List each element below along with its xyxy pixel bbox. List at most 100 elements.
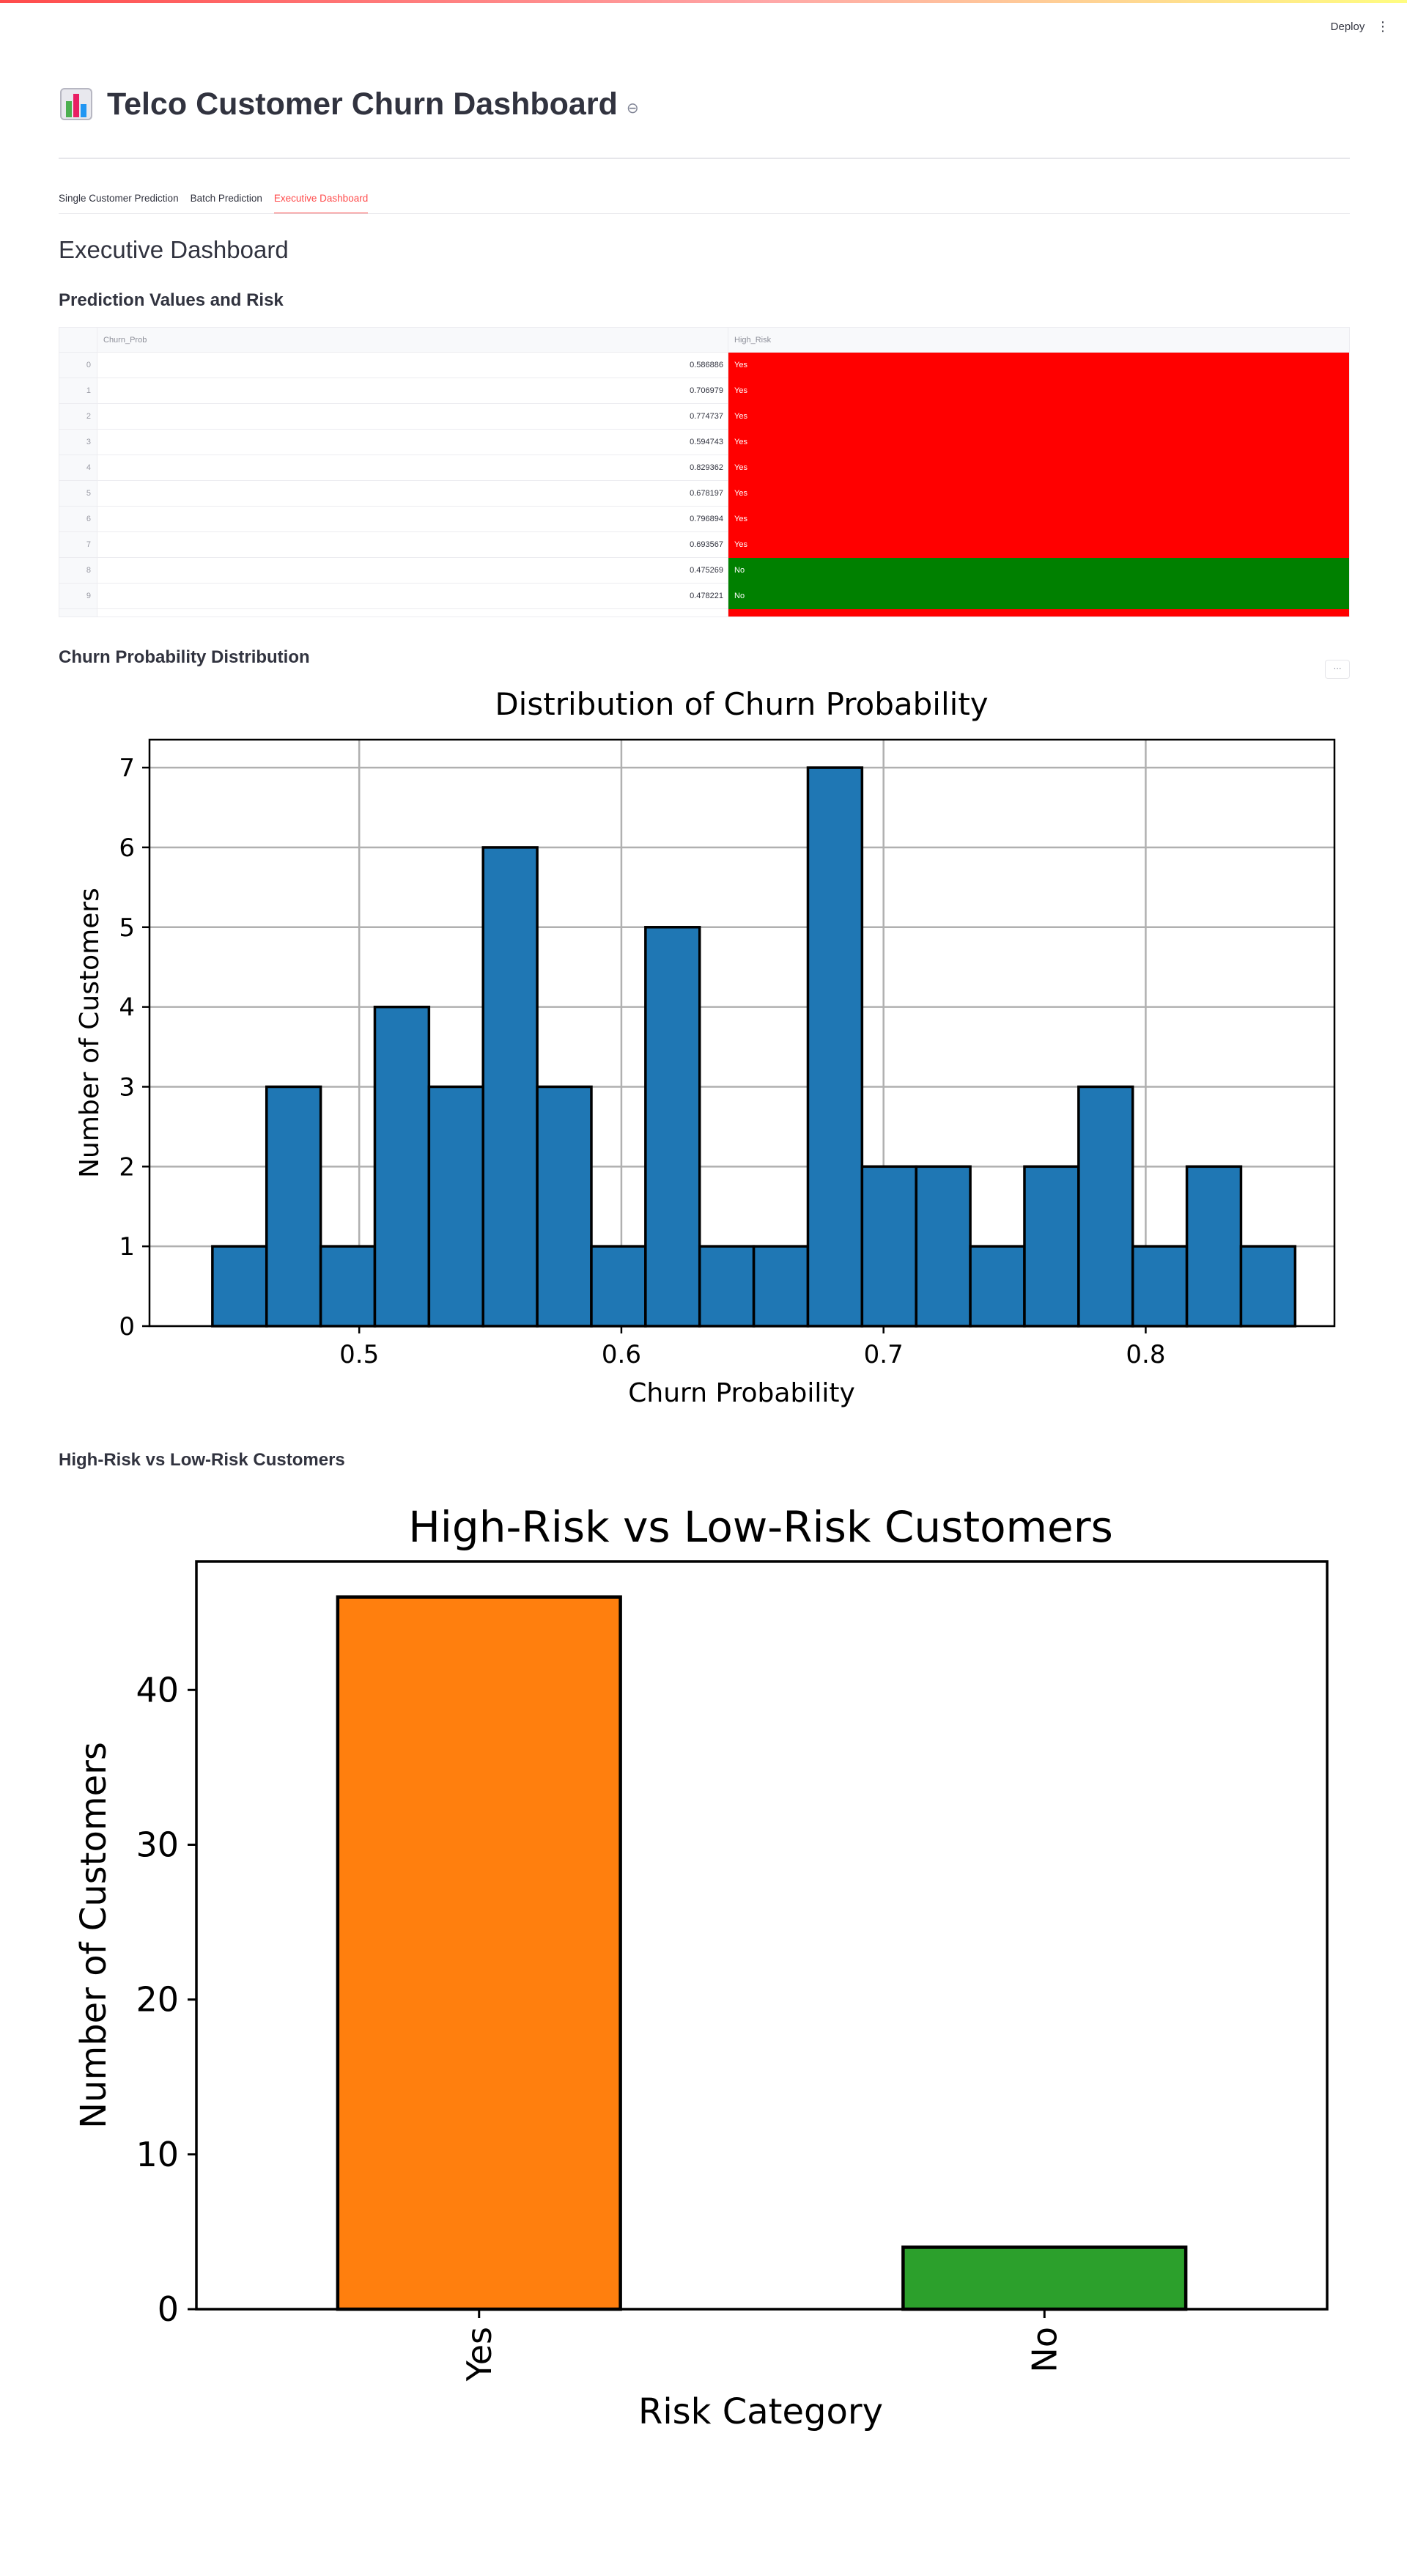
deploy-button[interactable]: Deploy	[1330, 20, 1365, 33]
table-row-partial[interactable]	[59, 609, 1349, 617]
row-index: 2	[59, 404, 97, 430]
histogram-bar	[860, 1165, 917, 1328]
histogram-bar	[752, 1245, 810, 1328]
high-risk-cell[interactable]: No	[728, 584, 1349, 609]
churn-prob-cell[interactable]: 0.774737	[97, 404, 728, 430]
column-header-high-risk[interactable]: High_Risk	[728, 328, 1349, 353]
page-title: Telco Customer Churn Dashboard	[107, 86, 618, 122]
histogram-title: Distribution of Churn Probability	[495, 686, 988, 722]
row-index: 6	[59, 507, 97, 532]
y-tick-label: 10	[136, 2135, 179, 2174]
histogram-bar	[427, 1085, 484, 1328]
histogram-bar	[969, 1245, 1026, 1328]
high-risk-cell[interactable]: Yes	[728, 481, 1349, 507]
row-index: 8	[59, 558, 97, 584]
table-row[interactable]: 4 0.829362 Yes	[59, 455, 1349, 481]
risk-bar-yes	[336, 1595, 622, 2311]
index-header	[59, 328, 97, 353]
y-tick-label: 0	[119, 1312, 135, 1342]
top-decoration-bar	[0, 0, 1407, 3]
link-anchor-icon[interactable]: ⊖	[626, 99, 639, 117]
histogram-bar	[1131, 1245, 1189, 1328]
x-tick-label: No	[1024, 2327, 1064, 2373]
chart-menu-icon[interactable]: ⋯	[1325, 660, 1350, 679]
y-tick-label: 30	[136, 1825, 179, 1864]
histogram-axes-frame	[148, 738, 1336, 1328]
histogram-bar	[698, 1245, 756, 1328]
high-risk-cell[interactable]: Yes	[728, 532, 1349, 558]
section-heading: Executive Dashboard	[59, 236, 289, 263]
histogram-bar	[319, 1245, 377, 1328]
y-tick-label: 3	[119, 1072, 135, 1102]
divider	[59, 158, 1350, 159]
table-row[interactable]: 1 0.706979 Yes	[59, 378, 1349, 404]
churn-prob-cell[interactable]: 0.478221	[97, 584, 728, 609]
main-menu-icon[interactable]: ⋮	[1376, 18, 1389, 34]
churn-prob-cell[interactable]: 0.586886	[97, 353, 728, 378]
tab-bar: Single Customer Prediction Batch Predict…	[59, 189, 369, 214]
x-tick-label: 0.8	[1126, 1340, 1165, 1369]
row-index: 9	[59, 584, 97, 609]
histogram-heading: Churn Probability Distribution	[59, 647, 310, 667]
prediction-dataframe[interactable]: Churn_Prob High_Risk 0 0.586886 Yes 1 0.7069…	[59, 327, 1350, 617]
x-tick-label: 0.6	[602, 1340, 641, 1369]
row-index: 0	[59, 353, 97, 378]
riskbar-xlabel: Risk Category	[638, 2391, 883, 2432]
bar-chart-icon	[59, 87, 94, 122]
tab-executive-dashboard[interactable]: Executive Dashboard	[273, 189, 369, 214]
churn-prob-cell[interactable]: 0.678197	[97, 481, 728, 507]
table-row[interactable]: 2 0.774737 Yes	[59, 404, 1349, 430]
y-tick-label: 1	[119, 1232, 135, 1262]
riskbar-ylabel: Number of Customers	[73, 1742, 114, 2129]
table-row[interactable]: 8 0.475269 No	[59, 558, 1349, 584]
riskbar-axes-frame	[195, 1560, 1329, 2311]
risk-category-bar-chart: High-Risk vs Low-Risk Customers Yes No 0 10…	[73, 1502, 1329, 2432]
table-header-row: Churn_Prob High_Risk	[59, 328, 1349, 353]
y-tick-label: 0	[158, 2289, 179, 2329]
high-risk-cell[interactable]: Yes	[728, 404, 1349, 430]
high-risk-cell[interactable]: Yes	[728, 430, 1349, 455]
high-risk-cell[interactable]: Yes	[728, 455, 1349, 481]
churn-prob-cell[interactable]: 0.594743	[97, 430, 728, 455]
histogram-ylabel: Number of Customers	[75, 888, 105, 1178]
high-risk-cell[interactable]: Yes	[728, 353, 1349, 378]
high-risk-cell[interactable]: No	[728, 558, 1349, 584]
y-tick-label: 2	[119, 1152, 135, 1182]
histogram-bar	[373, 1005, 431, 1328]
churn-prob-cell[interactable]: 0.829362	[97, 455, 728, 481]
histogram-bar	[211, 1245, 268, 1328]
histogram-bar	[481, 846, 539, 1328]
column-header-churn-prob[interactable]: Churn_Prob	[97, 328, 728, 353]
churn-prob-cell[interactable]: 0.475269	[97, 558, 728, 584]
histogram-bar	[644, 926, 701, 1328]
tab-single-customer-prediction[interactable]: Single Customer Prediction	[59, 193, 179, 204]
table-row[interactable]: 5 0.678197 Yes	[59, 481, 1349, 507]
y-tick-label: 4	[119, 993, 135, 1023]
table-row[interactable]: 9 0.478221 No	[59, 584, 1349, 609]
row-index: 7	[59, 532, 97, 558]
churn-prob-cell[interactable]: 0.706979	[97, 378, 728, 404]
y-tick-label: 7	[119, 754, 135, 783]
churn-prob-cell[interactable]: 0.796894	[97, 507, 728, 532]
table-row[interactable]: 0 0.586886 Yes	[59, 353, 1349, 378]
table-row[interactable]: 7 0.693567 Yes	[59, 532, 1349, 558]
high-risk-cell[interactable]: Yes	[728, 507, 1349, 532]
churn-probability-histogram: Distribution of Churn Probability 0.5 0.6…	[75, 686, 1336, 1408]
table-row[interactable]: 6 0.796894 Yes	[59, 507, 1349, 532]
row-index: 4	[59, 455, 97, 481]
histogram-bar	[1077, 1085, 1134, 1328]
histogram-bar	[806, 766, 864, 1328]
risk-bar-no	[901, 2245, 1188, 2311]
histogram-bar	[590, 1245, 647, 1328]
high-risk-cell[interactable]: Yes	[728, 378, 1349, 404]
row-index: 5	[59, 481, 97, 507]
y-tick-label: 5	[119, 913, 135, 943]
histogram-bar	[265, 1085, 322, 1328]
risk-bar-heading: High-Risk vs Low-Risk Customers	[59, 1450, 345, 1470]
churn-prob-cell[interactable]: 0.693567	[97, 532, 728, 558]
x-tick-label: Yes	[459, 2327, 499, 2382]
table-row[interactable]: 3 0.594743 Yes	[59, 430, 1349, 455]
tab-batch-prediction[interactable]: Batch Prediction	[190, 193, 262, 204]
y-tick-label: 20	[136, 1980, 179, 2020]
tab-underline	[59, 213, 1350, 214]
